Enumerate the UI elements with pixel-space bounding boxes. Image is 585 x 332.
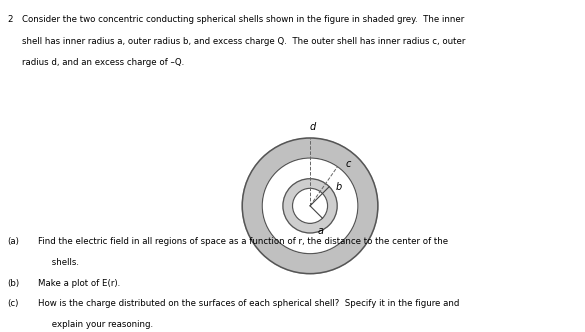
Text: (b): (b) [8,279,20,288]
Text: d: d [309,122,315,132]
Text: Make a plot of E(r).: Make a plot of E(r). [38,279,121,288]
Text: 2: 2 [8,15,13,24]
Text: shell has inner radius a, outer radius b, and excess charge Q.  The outer shell : shell has inner radius a, outer radius b… [22,37,466,45]
Circle shape [292,188,328,223]
Text: a: a [318,226,324,236]
Text: How is the charge distributed on the surfaces of each spherical shell?  Specify : How is the charge distributed on the sur… [38,299,459,308]
Text: (c): (c) [8,299,19,308]
Text: (a): (a) [8,237,19,246]
Text: radius d, and an excess charge of –Q.: radius d, and an excess charge of –Q. [22,58,184,67]
Text: explain your reasoning.: explain your reasoning. [38,320,153,329]
Circle shape [262,158,358,254]
Text: Find the electric field in all regions of space as a function of r, the distance: Find the electric field in all regions o… [38,237,448,246]
Text: b: b [336,182,342,192]
Circle shape [283,179,337,233]
Text: shells.: shells. [38,258,79,267]
Text: Consider the two concentric conducting spherical shells shown in the figure in s: Consider the two concentric conducting s… [22,15,464,24]
Text: c: c [346,159,351,169]
Circle shape [242,138,378,274]
